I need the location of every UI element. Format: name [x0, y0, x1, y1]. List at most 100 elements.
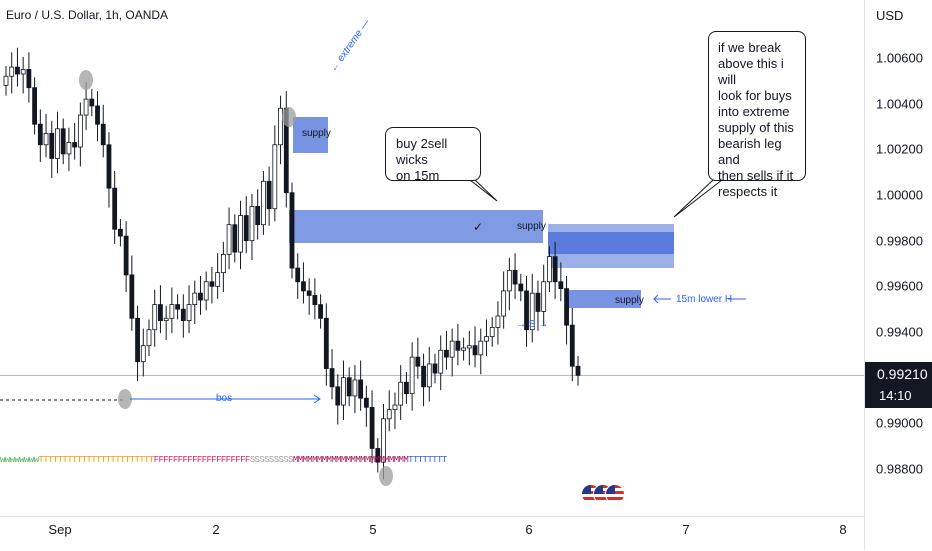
candle-body[interactable] — [180, 308, 186, 321]
candle-body[interactable] — [112, 187, 118, 230]
candle-body[interactable] — [438, 349, 444, 374]
candle-body[interactable] — [260, 180, 266, 226]
candle-body[interactable] — [352, 379, 358, 397]
candle-body[interactable] — [232, 224, 238, 253]
candle-body[interactable] — [15, 66, 20, 75]
us-flag-icon[interactable] — [605, 484, 625, 504]
candle-body[interactable] — [60, 128, 66, 155]
candle-body[interactable] — [118, 228, 123, 237]
callout-buy-sell-wicks[interactable]: buy 2sell wicks on 15m — [385, 127, 481, 183]
candle-body[interactable] — [461, 347, 467, 351]
candle-body[interactable] — [455, 340, 461, 351]
economic-events[interactable] — [581, 484, 625, 506]
candle-body[interactable] — [392, 404, 398, 411]
candle-body[interactable] — [152, 304, 158, 331]
candle-body[interactable] — [192, 292, 198, 305]
time-axis[interactable] — [0, 516, 864, 551]
candle-body[interactable] — [175, 304, 181, 310]
candle-body[interactable] — [32, 87, 37, 125]
candle-body[interactable] — [106, 144, 112, 189]
candle-body[interactable] — [358, 379, 364, 399]
candle-body[interactable] — [346, 377, 352, 397]
callout-break-above-plan[interactable]: if we break above this i will look for b… — [708, 31, 806, 199]
candle-body[interactable] — [444, 349, 449, 358]
candle-body[interactable] — [575, 365, 581, 376]
candle-body[interactable] — [306, 290, 312, 296]
chart-canvas[interactable] — [0, 0, 864, 516]
candle-body[interactable] — [426, 363, 432, 388]
candle-body[interactable] — [203, 281, 209, 301]
candle-body[interactable] — [37, 123, 43, 146]
candle-body[interactable] — [547, 256, 552, 283]
candle-body[interactable] — [100, 123, 106, 146]
candle-body[interactable] — [255, 206, 261, 226]
candle-body[interactable] — [198, 292, 203, 301]
supply-zone-2[interactable] — [289, 210, 543, 243]
candle-body[interactable] — [220, 253, 226, 274]
supply-zone-3[interactable] — [569, 290, 641, 308]
candle-body[interactable] — [518, 283, 524, 292]
candle-body[interactable] — [55, 128, 60, 159]
candle-body[interactable] — [146, 329, 152, 347]
candle-body[interactable] — [72, 142, 78, 148]
candle-body[interactable] — [335, 386, 341, 406]
candle-body[interactable] — [489, 327, 495, 337]
candle-body[interactable] — [215, 272, 221, 287]
candle-body[interactable] — [66, 142, 72, 155]
candle-body[interactable] — [89, 98, 95, 107]
candle-body[interactable] — [564, 288, 569, 326]
candle-body[interactable] — [301, 281, 306, 292]
candle-body[interactable] — [552, 256, 558, 283]
candle-body[interactable] — [266, 180, 272, 210]
supply-zone-1[interactable] — [293, 117, 328, 153]
candle-body[interactable] — [95, 105, 100, 125]
candle-body[interactable] — [558, 281, 564, 290]
candle-body[interactable] — [524, 290, 529, 331]
candle-body[interactable] — [323, 317, 329, 369]
candle-body[interactable] — [415, 356, 421, 367]
symbol-title[interactable]: Euro / U.S. Dollar, 1h, OANDA — [6, 8, 169, 22]
candle-body[interactable] — [43, 132, 49, 146]
candle-body[interactable] — [495, 315, 501, 328]
candle-body[interactable] — [369, 406, 375, 449]
candle-body[interactable] — [386, 409, 392, 420]
candle-body[interactable] — [26, 69, 32, 89]
candle-body[interactable] — [535, 292, 541, 312]
candle-body[interactable] — [375, 448, 381, 463]
candle-body[interactable] — [318, 304, 324, 319]
candle-body[interactable] — [249, 206, 255, 242]
candle-body[interactable] — [243, 215, 249, 242]
candle-body[interactable] — [135, 317, 140, 363]
candle-body[interactable] — [123, 235, 129, 276]
candle-body[interactable] — [329, 368, 335, 388]
price-axis[interactable] — [864, 0, 932, 550]
candle-body[interactable] — [421, 365, 426, 388]
candle-body[interactable] — [312, 295, 318, 306]
candle-body[interactable] — [140, 345, 146, 363]
candle-body[interactable] — [341, 377, 346, 406]
candle-body[interactable] — [77, 114, 83, 148]
candle-body[interactable] — [569, 324, 575, 367]
candle-body[interactable] — [295, 267, 301, 283]
candle-body[interactable] — [209, 281, 215, 287]
candle-body[interactable] — [169, 304, 175, 319]
candle-body[interactable] — [381, 418, 386, 463]
candle-body[interactable] — [20, 69, 26, 75]
candle-body[interactable] — [541, 281, 547, 312]
candle-body[interactable] — [529, 292, 535, 331]
candle-body[interactable] — [466, 345, 472, 349]
candle-body[interactable] — [512, 269, 518, 285]
candle-body[interactable] — [363, 397, 369, 408]
candle-body[interactable] — [289, 192, 295, 269]
candle-body[interactable] — [49, 132, 55, 159]
candle-body[interactable] — [9, 66, 15, 77]
candle-body[interactable] — [129, 274, 135, 319]
candle-body[interactable] — [226, 224, 232, 255]
candle-body[interactable] — [403, 381, 409, 395]
candle-body[interactable] — [478, 340, 484, 356]
candle-body[interactable] — [432, 363, 438, 374]
candle-body[interactable] — [163, 317, 169, 321]
candle-body[interactable] — [506, 269, 512, 292]
candle-body[interactable] — [158, 304, 163, 321]
candle-body[interactable] — [83, 98, 89, 116]
